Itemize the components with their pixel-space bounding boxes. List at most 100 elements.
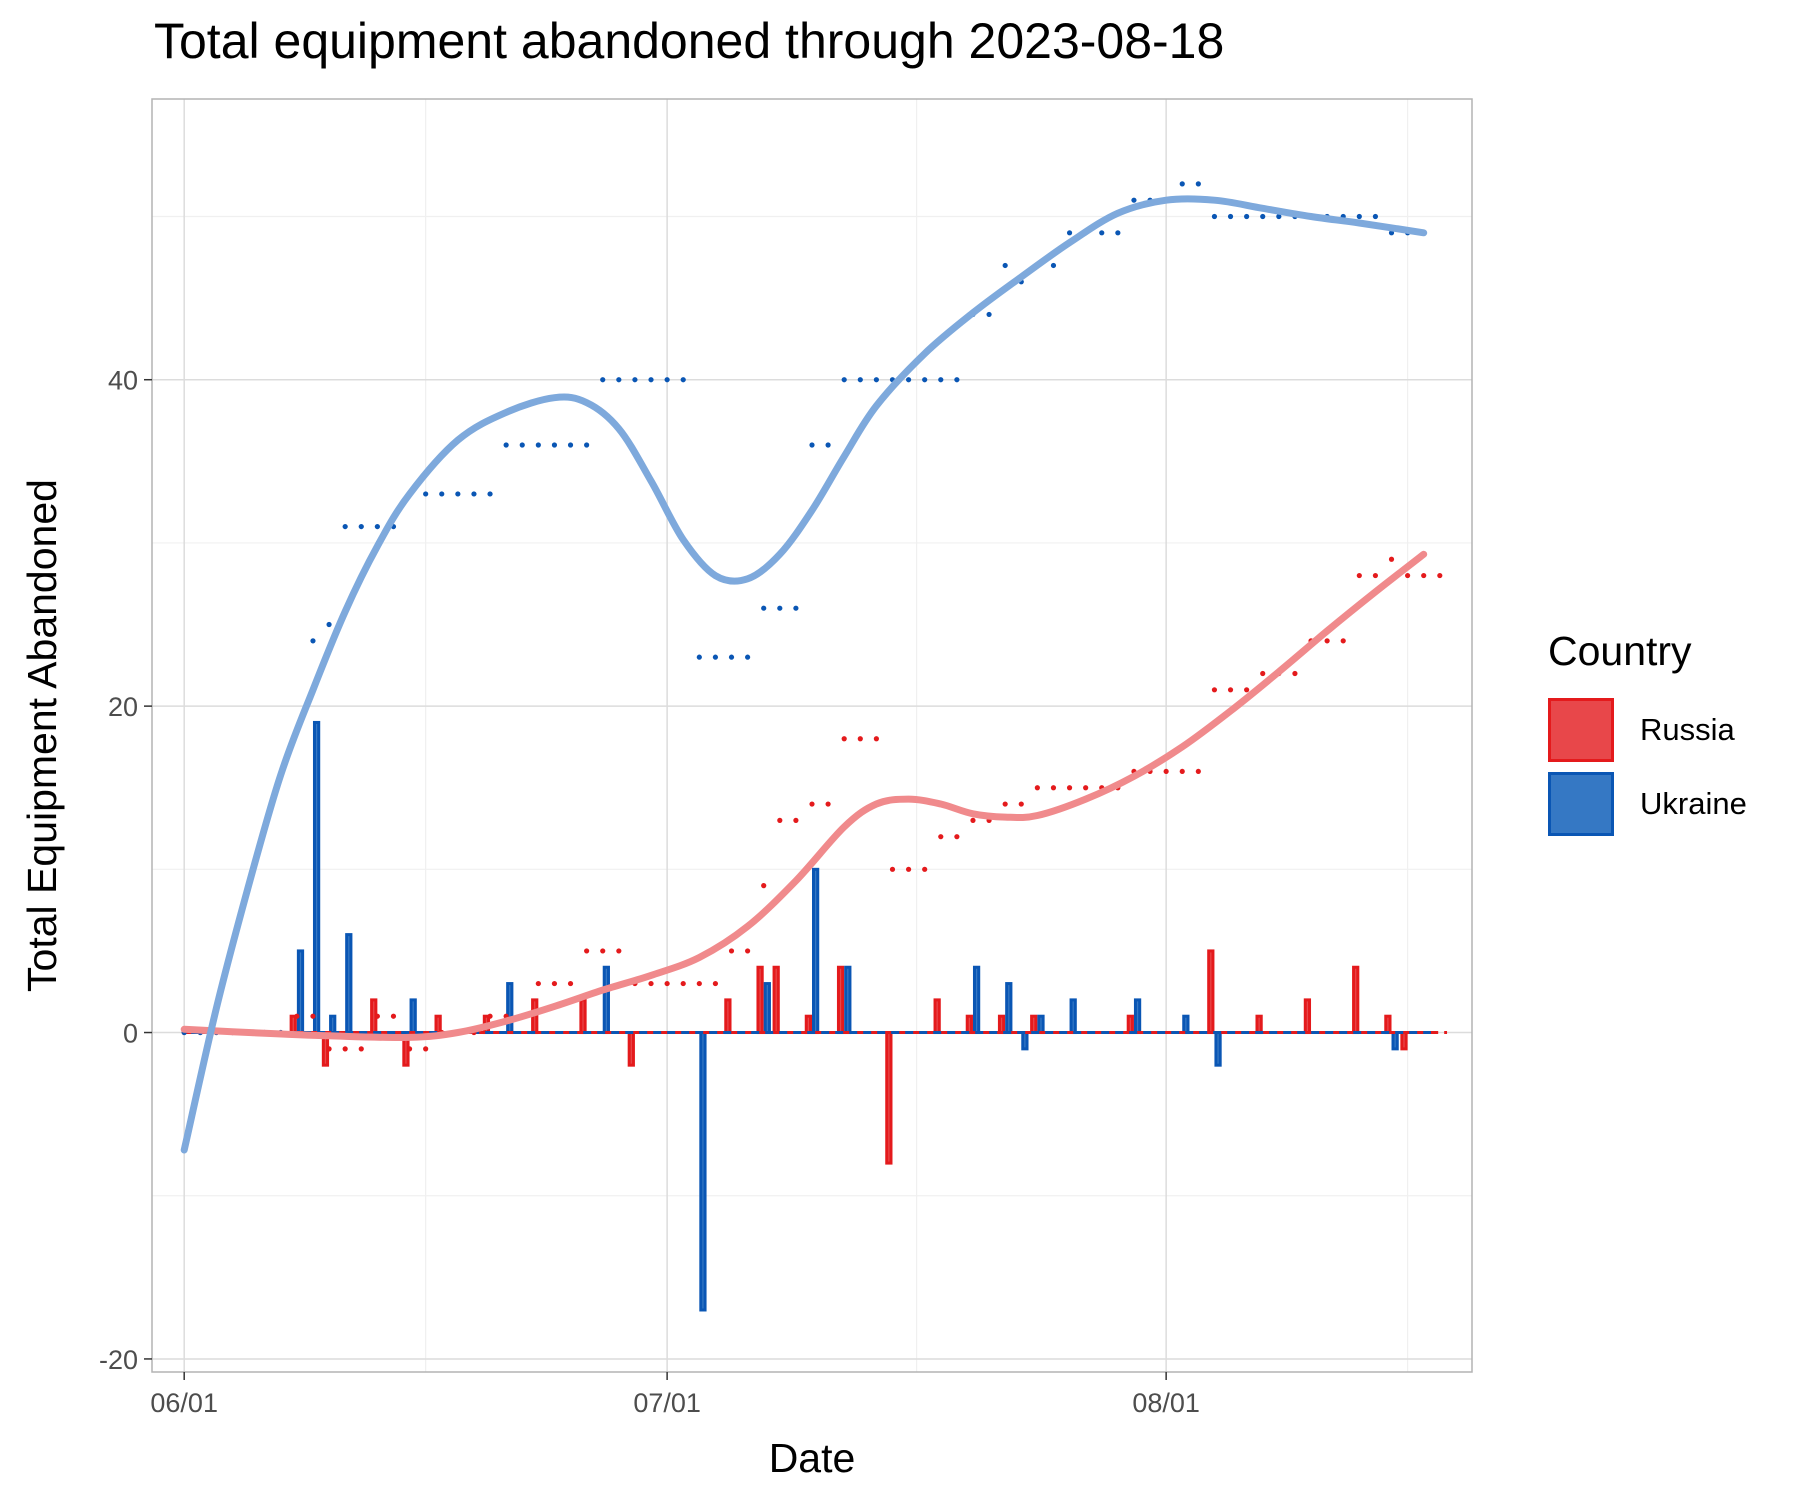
point-russia — [777, 817, 783, 823]
panel-border — [151, 98, 1473, 1373]
legend: Country Russia Ukraine — [1548, 628, 1747, 841]
smooth-line-ukraine — [180, 195, 1428, 1154]
bar-ukraine — [296, 949, 305, 1035]
bar-russia — [627, 1031, 635, 1067]
point-ukraine — [777, 605, 783, 611]
point-russia — [616, 948, 622, 954]
bar-ukraine — [345, 933, 353, 1035]
point-ukraine — [358, 523, 364, 530]
point-ukraine — [954, 377, 960, 383]
legend-key-ukraine — [1548, 772, 1614, 836]
point-russia — [922, 866, 928, 872]
point-russia — [310, 1013, 316, 1019]
point-ukraine — [1276, 213, 1282, 220]
point-ukraine — [1260, 213, 1266, 220]
point-ukraine — [584, 442, 590, 448]
legend-label-russia: Russia — [1640, 712, 1735, 747]
bar-russia — [965, 1014, 973, 1035]
legend-key-russia — [1548, 698, 1614, 762]
bar-russia — [1384, 1014, 1392, 1035]
point-russia — [1227, 687, 1234, 693]
point-ukraine — [728, 654, 735, 660]
point-russia — [358, 1046, 364, 1052]
y-tick-label: -20 — [99, 1345, 138, 1375]
point-russia — [680, 980, 686, 987]
point-ukraine — [1179, 181, 1185, 187]
point-russia — [761, 883, 767, 889]
bar-russia — [756, 965, 764, 1035]
point-russia — [809, 801, 815, 807]
point-ukraine — [1195, 181, 1201, 187]
point-russia — [535, 980, 541, 987]
point-ukraine — [423, 491, 429, 497]
bar-ukraine — [329, 1014, 337, 1035]
bar-ukraine — [1005, 982, 1013, 1035]
point-ukraine — [712, 654, 719, 660]
bar-ukraine — [1214, 1031, 1222, 1067]
point-russia — [1179, 768, 1185, 775]
point-ukraine — [825, 442, 831, 448]
point-russia — [954, 834, 960, 840]
bar-ukraine — [602, 965, 610, 1035]
point-russia — [1340, 638, 1346, 644]
point-ukraine — [551, 442, 558, 448]
point-russia — [584, 948, 590, 954]
point-ukraine — [1356, 213, 1362, 220]
legend-item-ukraine: Ukraine — [1548, 767, 1747, 841]
x-tick-label: 08/01 — [1132, 1388, 1200, 1418]
bar-russia — [1255, 1014, 1263, 1035]
chart-title: Total equipment abandoned through 2023-0… — [154, 13, 1225, 69]
point-ukraine — [535, 442, 541, 448]
point-russia — [423, 1046, 429, 1052]
point-ukraine — [938, 377, 944, 383]
point-ukraine — [1050, 262, 1057, 269]
point-ukraine — [374, 523, 380, 530]
legend-item-russia: Russia — [1548, 693, 1747, 767]
point-ukraine — [439, 491, 445, 497]
point-ukraine — [1211, 213, 1218, 220]
point-russia — [664, 980, 670, 987]
point-russia — [1002, 801, 1008, 807]
point-ukraine — [1066, 230, 1073, 236]
point-russia — [1083, 785, 1089, 791]
point-ukraine — [793, 605, 799, 611]
bar-russia — [772, 965, 780, 1035]
point-ukraine — [503, 442, 509, 448]
point-russia — [1034, 785, 1040, 791]
y-tick-label: 40 — [108, 366, 138, 396]
point-russia — [1211, 687, 1218, 693]
point-ukraine — [905, 377, 912, 383]
point-ukraine — [1002, 262, 1008, 269]
bar-russia — [1352, 965, 1360, 1035]
bar-russia — [434, 1014, 442, 1035]
point-ukraine — [664, 377, 670, 383]
point-ukraine — [1372, 213, 1379, 220]
point-russia — [1372, 572, 1379, 579]
bar-russia — [997, 1014, 1006, 1035]
point-ukraine — [310, 638, 316, 644]
grid-layer — [152, 99, 1472, 1372]
point-russia — [1388, 556, 1395, 562]
legend-label-ukraine: Ukraine — [1640, 786, 1747, 821]
point-ukraine — [1227, 213, 1234, 220]
point-ukraine — [471, 491, 477, 497]
point-russia — [1066, 785, 1073, 791]
point-russia — [326, 1046, 332, 1052]
bar-russia — [1400, 1031, 1408, 1051]
point-ukraine — [567, 442, 574, 448]
point-russia — [696, 980, 702, 987]
point-ukraine — [922, 377, 928, 383]
point-russia — [1356, 572, 1362, 579]
bar-russia — [1030, 1014, 1038, 1035]
point-russia — [905, 866, 912, 872]
point-russia — [825, 801, 831, 807]
point-russia — [1195, 768, 1201, 775]
point-russia — [1018, 801, 1024, 807]
point-russia — [841, 736, 847, 742]
point-russia — [1405, 572, 1411, 579]
point-russia — [648, 980, 654, 987]
bar-russia — [804, 1014, 813, 1035]
axis-layer: -20 0 20 40 06/01 07/01 08/01 — [99, 366, 1200, 1418]
point-russia — [1437, 572, 1443, 579]
y-tick-label: 0 — [123, 1019, 138, 1049]
